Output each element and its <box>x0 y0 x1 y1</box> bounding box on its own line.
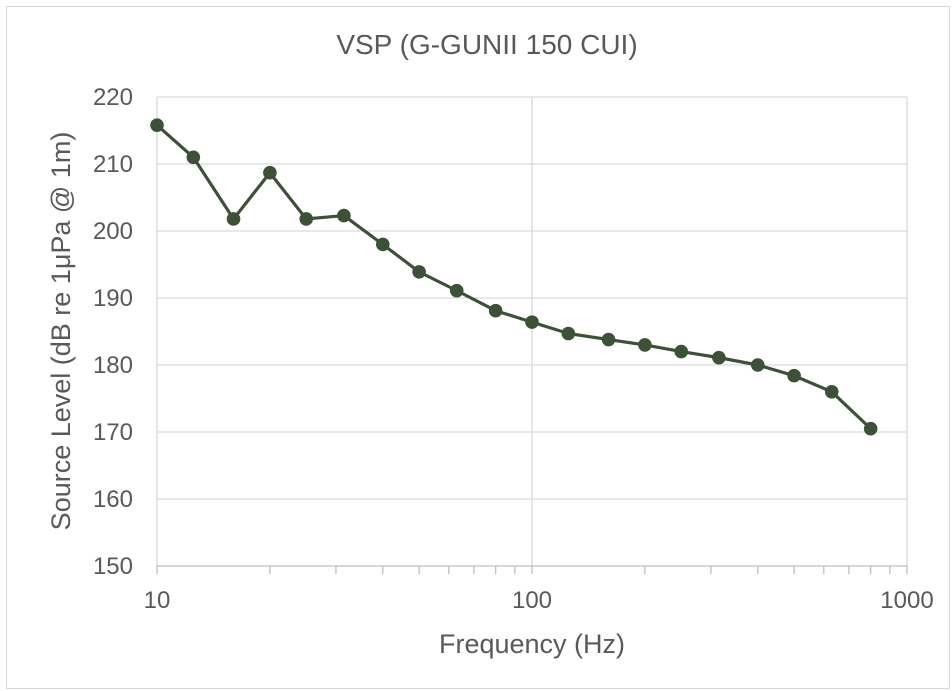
data-point <box>150 118 164 132</box>
y-tick-label: 190 <box>93 285 133 312</box>
x-axis-title: Frequency (Hz) <box>439 629 625 659</box>
y-axis-title: Source Level (dB re 1μPa @ 1m) <box>46 132 76 531</box>
data-point <box>488 303 503 318</box>
x-tick-label: 100 <box>512 587 552 614</box>
data-point <box>299 212 314 226</box>
data-point <box>449 283 464 298</box>
data-point <box>787 368 801 383</box>
y-tick-labels: 150 160 170 180 190 200 210 220 <box>93 84 133 580</box>
y-tick-label: 170 <box>93 419 133 446</box>
y-tick-label: 150 <box>93 553 133 580</box>
data-point <box>601 332 616 347</box>
y-tick-label: 160 <box>93 486 133 513</box>
data-point <box>226 212 241 226</box>
chart-area <box>6 6 950 689</box>
data-point <box>674 344 689 359</box>
data-point <box>525 315 539 329</box>
data-point <box>337 208 351 223</box>
series-group <box>150 118 878 436</box>
data-point <box>186 150 201 165</box>
data-point <box>375 237 390 252</box>
data-point <box>750 358 765 372</box>
data-point <box>824 385 839 399</box>
data-point <box>638 338 652 352</box>
x-gridlines <box>156 97 908 566</box>
x-tick-label: 1000 <box>880 587 933 614</box>
x-tick-labels: 10 100 1000 <box>144 587 934 614</box>
y-tick-label: 180 <box>93 352 133 379</box>
data-point <box>712 350 726 365</box>
data-point <box>412 265 426 279</box>
data-point <box>863 421 878 436</box>
data-point <box>263 165 277 180</box>
x-tick-label: 10 <box>144 587 171 614</box>
y-tick-label: 220 <box>93 84 133 111</box>
y-tick-label: 200 <box>93 218 133 245</box>
y-tick-label: 210 <box>93 151 133 178</box>
chart-title: VSP (G-GUNII 150 CUI) <box>336 29 637 60</box>
data-point <box>561 326 576 341</box>
axes <box>156 565 908 574</box>
